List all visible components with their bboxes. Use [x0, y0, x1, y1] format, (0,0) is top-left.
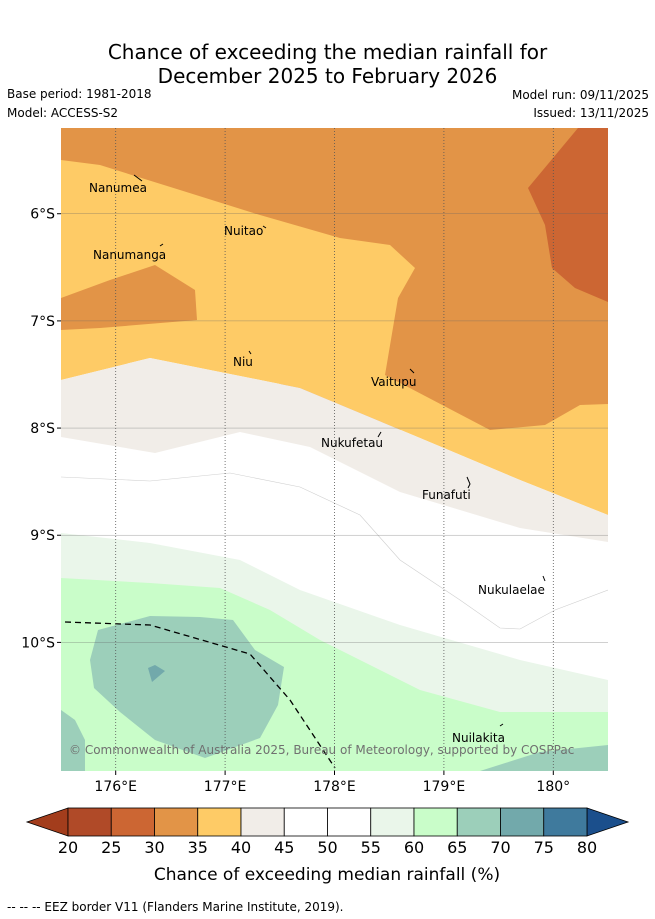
- island-nuilakita-shape: [499, 723, 504, 727]
- title-line-2: December 2025 to February 2026: [157, 64, 498, 88]
- copyright-notice: © Commonwealth of Australia 2025, Bureau…: [69, 743, 574, 757]
- contour-65-70-west: [90, 616, 284, 758]
- colorbar-tick-label-0: 20: [58, 838, 78, 857]
- model-run-label: Model run: 09/11/2025: [511, 88, 649, 102]
- colorbar-swatch-65-70: [456, 807, 501, 837]
- island-nukulaelae-shape: [542, 575, 546, 582]
- eez-footnote: -- -- -- EEZ border V11 (Flanders Marine…: [7, 900, 344, 914]
- colorbar: [25, 807, 630, 837]
- place-label-nanumea: Nanumea: [89, 181, 147, 195]
- place-label-nuitao: Nuitao: [224, 224, 263, 238]
- place-label-nukulaelae: Nukulaelae: [478, 583, 545, 597]
- x-tick-label-4: 180°: [536, 779, 570, 795]
- colorbar-tick-label-5: 45: [274, 838, 294, 857]
- colorbar-tick-label-2: 30: [144, 838, 164, 857]
- colorbar-swatch-75-80: [543, 807, 588, 837]
- contour-25-30: [528, 128, 608, 302]
- place-label-nuilakita: Nuilakita: [452, 731, 505, 745]
- place-label-niu: Niu: [233, 355, 253, 369]
- x-tick-label-3: 179°E: [423, 779, 466, 795]
- issued-label: Issued: 13/11/2025: [533, 106, 649, 120]
- contour-65-70-southwest: [61, 710, 85, 771]
- colorbar-swatch-30-35: [154, 807, 199, 837]
- rainfall-map: Nanumea Nuitao Nanumanga Niu Vaitupu Nuk…: [21, 128, 630, 885]
- y-axis-ticks: 6°S 7°S 8°S 9°S 10°S: [21, 207, 61, 651]
- colorbar-swatch-70-75: [500, 807, 545, 837]
- colorbar-swatch-60-65: [413, 807, 458, 837]
- colorbar-swatch-20-25: [67, 807, 112, 837]
- island-shapes: [133, 174, 546, 727]
- colorbar-swatch-55-60: [370, 807, 415, 837]
- y-tick-label-0: 6°S: [30, 207, 55, 223]
- island-nukufetau-shape: [377, 431, 382, 438]
- colorbar-tick-label-3: 35: [188, 838, 208, 857]
- colorbar-tick-label-4: 40: [231, 838, 251, 857]
- gridlines: [61, 128, 608, 771]
- x-tick-label-2: 178°E: [313, 779, 356, 795]
- island-vaitupu-shape: [409, 368, 415, 374]
- chart-title: Chance of exceeding the median rainfall …: [0, 40, 655, 88]
- contour-line-50: [61, 472, 608, 630]
- colorbar-swatch-45-50: [283, 807, 328, 837]
- base-period-label: Base period: 1981-2018: [7, 87, 152, 101]
- place-label-nanumanga: Nanumanga: [93, 248, 166, 262]
- island-nuitao-shape: [262, 225, 267, 229]
- colorbar-tick-label-11: 75: [534, 838, 554, 857]
- contour-30-35-island: [61, 265, 197, 330]
- y-tick-label-2: 8°S: [30, 421, 55, 437]
- colorbar-extend-low: [25, 807, 69, 837]
- colorbar-tick-label-6: 50: [317, 838, 337, 857]
- contour-fills: [61, 128, 608, 771]
- colorbar-swatch-40-45: [240, 807, 285, 837]
- colorbar-tick-label-12: 80: [577, 838, 597, 857]
- island-nanumanga-shape: [159, 243, 164, 247]
- colorbar-ticks: 20 25 30 35 40 45 50 55 60 65 70 75 80: [58, 838, 597, 857]
- place-labels: Nanumea Nuitao Nanumanga Niu Vaitupu Nuk…: [89, 181, 545, 745]
- title-line-1: Chance of exceeding the median rainfall …: [107, 40, 548, 64]
- y-tick-label-1: 7°S: [30, 314, 55, 330]
- colorbar-extend-high: [586, 807, 630, 837]
- colorbar-tick-label-8: 60: [404, 838, 424, 857]
- x-tick-label-1: 177°E: [204, 779, 247, 795]
- colorbar-swatch-35-40: [197, 807, 242, 837]
- colorbar-tick-label-7: 55: [361, 838, 381, 857]
- y-tick-label-3: 9°S: [30, 528, 55, 544]
- x-tick-label-0: 176°E: [94, 779, 137, 795]
- colorbar-label: Chance of exceeding median rainfall (%): [154, 865, 500, 885]
- contour-35-40: [61, 160, 608, 515]
- colorbar-swatch-25-30: [110, 807, 155, 837]
- model-label: Model: ACCESS-S2: [7, 106, 119, 120]
- x-axis-ticks: 176°E 177°E 178°E 179°E 180°: [94, 771, 570, 795]
- contour-65-70-southeast: [480, 745, 608, 771]
- colorbar-swatch-50-55: [327, 807, 372, 837]
- colorbar-tick-label-9: 65: [447, 838, 467, 857]
- colorbar-tick-label-10: 70: [490, 838, 510, 857]
- y-tick-label-4: 10°S: [21, 635, 55, 651]
- contour-70-75: [148, 665, 165, 682]
- place-label-funafuti: Funafuti: [422, 488, 471, 502]
- colorbar-tick-label-1: 25: [101, 838, 121, 857]
- place-label-nukufetau: Nukufetau: [321, 436, 383, 450]
- place-label-vaitupu: Vaitupu: [371, 375, 417, 389]
- island-niu-shape: [248, 350, 252, 355]
- island-funafuti-shape: [466, 476, 471, 489]
- island-nanumea-shape: [133, 174, 143, 182]
